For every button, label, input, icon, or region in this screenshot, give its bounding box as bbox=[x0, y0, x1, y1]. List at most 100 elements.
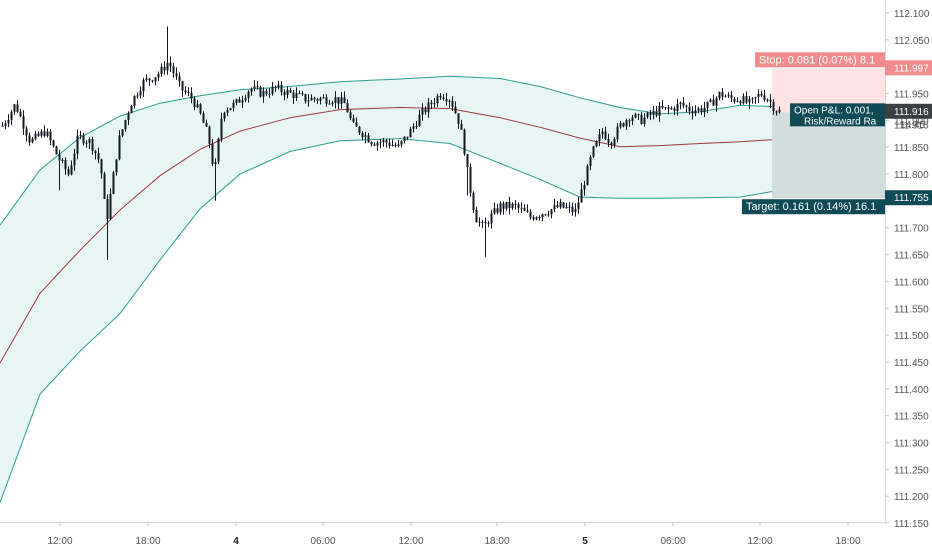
candle-54 bbox=[163, 61, 166, 75]
candle-body bbox=[400, 141, 403, 145]
candle-body bbox=[430, 102, 433, 104]
candle-body bbox=[322, 97, 325, 99]
candle-body bbox=[658, 106, 661, 116]
candle-body bbox=[700, 108, 703, 113]
candle-body bbox=[76, 135, 79, 154]
candle-body bbox=[691, 111, 694, 114]
candle-121 bbox=[364, 131, 367, 144]
candle-body bbox=[439, 95, 442, 98]
candle-body bbox=[424, 108, 427, 113]
current-price-text: 111.916 bbox=[894, 107, 929, 118]
candle-194 bbox=[583, 181, 586, 196]
candle-138 bbox=[415, 121, 418, 130]
candle-body bbox=[292, 92, 295, 99]
candle-body bbox=[223, 112, 226, 119]
candle-38 bbox=[115, 159, 118, 176]
candle-body bbox=[229, 108, 232, 110]
candle-body bbox=[490, 213, 493, 224]
candle-135 bbox=[406, 136, 409, 141]
candle-76 bbox=[229, 107, 232, 111]
candle-92 bbox=[277, 80, 280, 90]
candle-132 bbox=[397, 140, 400, 148]
candle-body bbox=[58, 154, 61, 161]
x-tick-label-7: 06:00 bbox=[660, 536, 685, 547]
candle-240 bbox=[721, 88, 724, 101]
candle-195 bbox=[586, 164, 589, 186]
candle-body bbox=[367, 135, 370, 143]
candle-256 bbox=[769, 93, 772, 109]
candle-body bbox=[475, 209, 478, 223]
candle-239 bbox=[718, 91, 721, 101]
candle-body bbox=[304, 94, 307, 102]
candle-30 bbox=[91, 136, 94, 155]
candle-body bbox=[568, 206, 571, 208]
candle-6 bbox=[19, 108, 22, 118]
candle-107 bbox=[322, 94, 325, 99]
candle-body bbox=[640, 114, 643, 124]
candle-body bbox=[118, 135, 121, 160]
candle-191 bbox=[574, 203, 577, 217]
candle-51 bbox=[154, 77, 157, 86]
candle-body bbox=[544, 214, 547, 216]
candle-28 bbox=[85, 140, 88, 148]
y-tick-label-8: 111.700 bbox=[894, 224, 929, 235]
candle-122 bbox=[367, 133, 370, 143]
candle-20 bbox=[61, 157, 64, 164]
candle-body bbox=[256, 86, 259, 88]
candle-body bbox=[685, 105, 688, 107]
candle-body bbox=[313, 97, 316, 100]
candle-105 bbox=[316, 97, 319, 105]
candle-body bbox=[106, 198, 109, 219]
candle-44 bbox=[133, 95, 136, 109]
candle-body bbox=[397, 144, 400, 146]
candle-body bbox=[637, 114, 640, 116]
candle-171 bbox=[514, 200, 517, 210]
candle-101 bbox=[304, 93, 307, 104]
candle-body bbox=[655, 110, 658, 116]
current-time-text: 14:45 bbox=[900, 120, 925, 131]
rr-label-text: Risk/Reward Ra bbox=[804, 116, 877, 127]
candle-body bbox=[268, 93, 271, 95]
candle-255 bbox=[766, 98, 769, 103]
candle-218 bbox=[655, 106, 658, 118]
candle-body bbox=[49, 131, 52, 141]
candle-body bbox=[214, 162, 217, 165]
candle-body bbox=[145, 78, 148, 80]
stop-price-tag bbox=[885, 60, 932, 76]
candle-body bbox=[457, 113, 460, 124]
candle-227 bbox=[682, 97, 685, 109]
candle-206 bbox=[619, 120, 622, 129]
candle-10 bbox=[31, 136, 34, 144]
candle-body bbox=[151, 80, 154, 82]
candle-body bbox=[394, 145, 397, 147]
candle-109 bbox=[328, 99, 331, 105]
candle-body bbox=[760, 93, 763, 96]
candle-170 bbox=[511, 202, 514, 211]
candle-177 bbox=[532, 215, 535, 221]
candle-body bbox=[352, 118, 355, 122]
candle-72 bbox=[217, 137, 220, 165]
candle-body bbox=[94, 150, 97, 154]
candle-114 bbox=[343, 91, 346, 104]
x-tick-label-5: 18:00 bbox=[484, 536, 509, 547]
candle-body bbox=[238, 99, 241, 103]
candle-body bbox=[553, 205, 556, 210]
candle-243 bbox=[730, 90, 733, 102]
candle-body bbox=[22, 116, 25, 129]
candle-body bbox=[484, 222, 487, 224]
candle-body bbox=[388, 142, 391, 146]
candle-62 bbox=[187, 87, 190, 97]
candle-body bbox=[115, 159, 118, 173]
candle-203 bbox=[610, 141, 613, 149]
candle-127 bbox=[382, 137, 385, 147]
candle-117 bbox=[352, 114, 355, 123]
candle-147 bbox=[442, 94, 445, 101]
candle-157 bbox=[472, 191, 475, 213]
candle-129 bbox=[388, 138, 391, 149]
candle-31 bbox=[94, 150, 97, 160]
candle-13 bbox=[40, 129, 43, 138]
candle-body bbox=[277, 84, 280, 88]
candle-body bbox=[205, 122, 208, 127]
